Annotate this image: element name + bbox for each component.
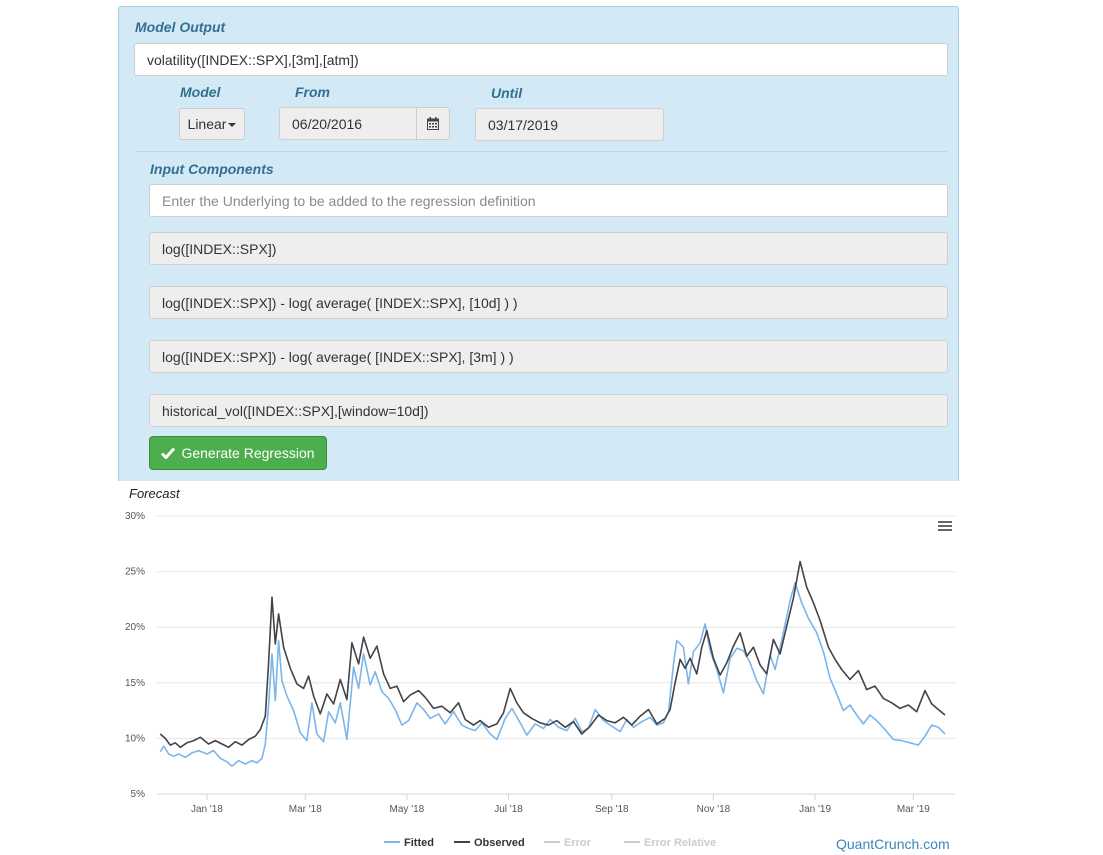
model-selected-value: Linear [187, 116, 227, 132]
x-tick-label: May '18 [390, 804, 425, 815]
generate-regression-label: Generate Regression [181, 445, 315, 461]
until-date-input[interactable]: 03/17/2019 [475, 108, 664, 141]
x-tick-label: Nov '18 [697, 804, 731, 815]
x-tick-label: Sep '18 [595, 804, 629, 815]
legend-item-observed[interactable]: Observed [454, 837, 525, 849]
legend-item-error[interactable]: Error [544, 837, 592, 849]
underlying-input[interactable]: Enter the Underlying to be added to the … [149, 184, 948, 217]
calendar-icon [427, 117, 439, 130]
calendar-button[interactable] [416, 107, 450, 140]
model-label: Model [180, 84, 221, 100]
caret-down-icon [228, 123, 237, 127]
chart-menu-icon[interactable] [936, 520, 952, 534]
x-tick-label: Jan '18 [191, 804, 223, 815]
y-tick-label: 15% [125, 678, 145, 689]
y-tick-label: 5% [131, 789, 146, 800]
component-item[interactable]: log([INDEX::SPX]) - log( average( [INDEX… [149, 286, 948, 319]
x-tick-label: Jan '19 [799, 804, 831, 815]
x-tick-label: Jul '18 [494, 804, 523, 815]
checkmark-icon [161, 447, 176, 459]
series-line-observed[interactable] [159, 560, 946, 749]
regression-panel: Model Output volatility([INDEX::SPX],[3m… [118, 6, 959, 481]
until-label: Until [491, 85, 523, 101]
generate-regression-button[interactable]: Generate Regression [149, 436, 327, 470]
legend-item-fitted[interactable]: Fitted [384, 837, 434, 849]
forecast-title: Forecast [129, 486, 180, 501]
svg-text:Error: Error [564, 837, 592, 849]
model-dropdown-button[interactable]: Linear [179, 108, 245, 140]
component-item[interactable]: log([INDEX::SPX]) - log( average( [INDEX… [149, 340, 948, 373]
legend-item-error-relative[interactable]: Error Relative [624, 837, 716, 849]
svg-text:Fitted: Fitted [404, 837, 434, 849]
x-tick-label: Mar '18 [289, 804, 322, 815]
component-item[interactable]: log([INDEX::SPX]) [149, 232, 948, 265]
y-tick-label: 10% [125, 733, 145, 744]
svg-text:Observed: Observed [474, 837, 525, 849]
input-components-label: Input Components [150, 161, 274, 177]
y-tick-label: 25% [125, 567, 145, 578]
series-line-fitted[interactable] [159, 581, 946, 767]
y-tick-label: 20% [125, 622, 145, 633]
model-output-input[interactable]: volatility([INDEX::SPX],[3m],[atm]) [134, 43, 948, 76]
model-output-label: Model Output [135, 19, 226, 35]
component-item[interactable]: historical_vol([INDEX::SPX],[window=10d]… [149, 394, 948, 427]
from-date-input[interactable]: 06/20/2016 [279, 107, 417, 140]
y-tick-label: 30% [125, 511, 145, 522]
forecast-chart: 30% 25% 20% 15% 10% 5% Jan '18 Mar '18 May '18 J… [125, 511, 955, 849]
x-tick-label: Mar '19 [897, 804, 930, 815]
svg-text:Error Relative: Error Relative [644, 837, 716, 849]
section-divider [135, 151, 947, 152]
credit-link[interactable]: QuantCrunch.com [836, 836, 950, 852]
from-label: From [295, 84, 330, 100]
